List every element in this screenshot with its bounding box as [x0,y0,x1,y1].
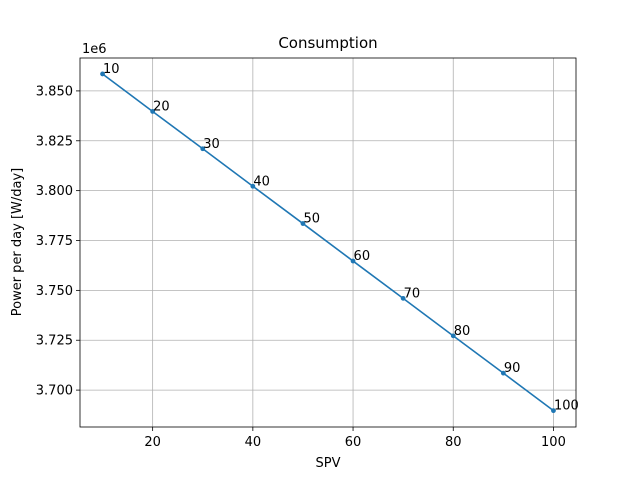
axis-ticks: 20 40 60 80 100 3.700 3.725 3.750 3.775 3.800 3.82… [36,84,566,450]
data-point [350,258,356,264]
data-point [450,333,456,339]
x-axis-label: SPV [316,456,341,471]
x-tick-label: 40 [245,435,262,450]
x-tick-label: 20 [144,435,161,450]
x-tick-label: 80 [445,435,462,450]
data-point-label: 20 [153,99,170,114]
y-tick-label: 3.700 [36,384,73,399]
data-point [551,408,556,414]
plot-area-frame [79,57,577,428]
series-consumption [100,71,556,414]
data-point-label: 10 [103,62,120,77]
data-point-label: 60 [354,249,371,264]
data-point [250,183,256,189]
data-point-label: 30 [203,137,220,152]
data-point-label: 100 [554,399,579,414]
y-tick-label: 3.725 [36,334,73,349]
grid [80,58,576,427]
data-point-label: 50 [303,212,320,227]
data-point [200,146,206,152]
x-tick-label: 100 [541,435,566,450]
point-labels: 10 20 30 40 50 60 70 80 90 100 [103,62,579,414]
data-point-label: 80 [454,324,471,339]
data-point [150,109,156,114]
y-tick-label: 3.775 [36,234,73,249]
chart-title: Consumption [278,34,377,52]
data-point-label: 70 [404,286,421,301]
x-tick-label: 60 [345,435,362,450]
data-point [100,71,105,77]
y-tick-label: 3.825 [36,134,73,149]
series-line [102,73,554,412]
data-point-label: 90 [504,361,521,376]
y-tick-label: 3.850 [36,84,73,99]
y-axis-label: Power per day [W/day] [10,168,25,317]
data-point [500,370,506,376]
y-tick-label: 3.750 [36,284,73,299]
y-tick-label: 3.800 [36,184,73,199]
data-point-label: 40 [253,174,270,189]
data-point [400,295,406,301]
y-axis-offset-label: 1e6 [82,42,107,57]
data-point [300,221,306,226]
